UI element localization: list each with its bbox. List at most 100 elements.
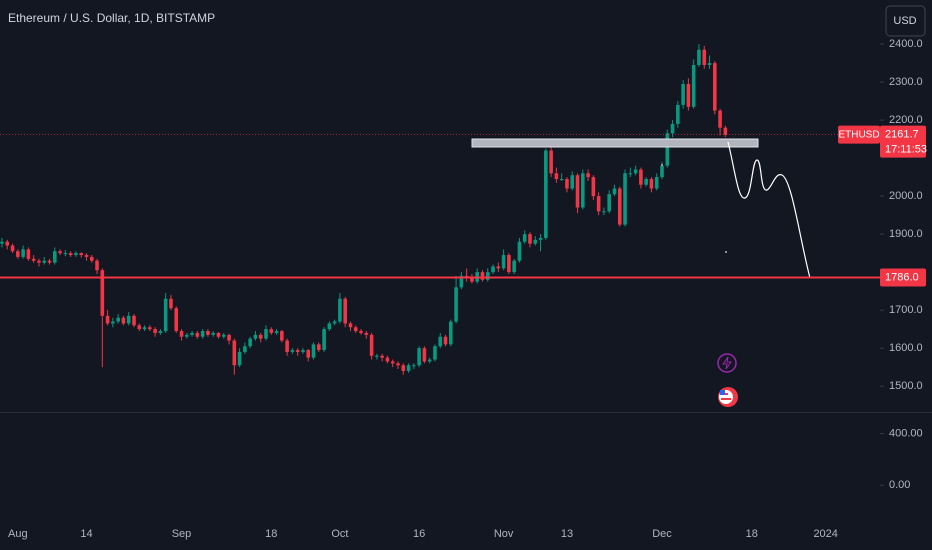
candle-body — [100, 270, 105, 316]
candle-body — [390, 361, 395, 364]
currency-button[interactable] — [885, 5, 926, 37]
candle-body — [353, 327, 358, 332]
candle-body — [243, 346, 247, 352]
candle-body — [227, 334, 231, 341]
candle-body — [617, 188, 622, 225]
candle-body — [84, 255, 89, 257]
y-tick-label: 1600.0 — [889, 342, 923, 354]
x-tick-label: Aug — [8, 528, 28, 540]
symbol-label: ETHUSD — [838, 129, 879, 140]
candle-body — [596, 196, 601, 212]
candle-body — [628, 173, 633, 175]
candle-body — [396, 363, 400, 366]
x-tick-label: 18 — [265, 528, 277, 540]
candle-body — [501, 255, 506, 269]
economic-event-icon[interactable] — [718, 387, 738, 407]
candle-body — [443, 336, 448, 345]
candle-body — [5, 241, 10, 246]
candle-body — [137, 325, 142, 330]
candle-body — [676, 104, 680, 124]
candle-body — [89, 256, 94, 261]
candle-body — [491, 266, 495, 273]
candle-body — [121, 317, 126, 324]
candle-body — [522, 234, 527, 242]
candle-body — [533, 239, 538, 244]
candle-body — [639, 169, 643, 185]
candle-body — [190, 332, 194, 335]
candle-body — [570, 175, 575, 189]
event-icon[interactable] — [717, 353, 737, 373]
candle-body — [311, 344, 316, 358]
candle-body — [116, 317, 120, 322]
candle-body — [158, 331, 163, 333]
candle-body — [111, 321, 115, 324]
candle-body — [280, 331, 284, 341]
candle-body — [691, 64, 696, 107]
candle-body — [581, 173, 585, 208]
candle-body — [200, 331, 205, 337]
candle-body — [10, 245, 15, 252]
currency-label: USD — [893, 15, 916, 27]
candle-body — [179, 331, 184, 337]
candle-body — [26, 249, 31, 259]
last-price-box — [880, 125, 926, 158]
candle-body — [142, 327, 147, 330]
y-tick-label: 1500.0 — [889, 380, 923, 392]
candle-body — [559, 179, 564, 181]
candle-body — [517, 241, 522, 261]
candle-body — [660, 165, 664, 178]
candle-body — [359, 331, 363, 333]
candle-body — [496, 266, 501, 269]
candle-body — [16, 251, 20, 257]
x-tick-label: Nov — [494, 528, 514, 540]
candle-body — [42, 260, 47, 263]
x-tick-label: Oct — [331, 528, 348, 540]
projection-drawing — [727, 141, 811, 279]
candle-body — [274, 331, 279, 333]
candle-body — [602, 211, 606, 213]
dot — [661, 164, 663, 166]
candle-body — [322, 329, 326, 351]
candle-body — [385, 357, 390, 362]
last-price-label: 2161.7 — [885, 129, 919, 141]
candle-body — [369, 334, 374, 356]
dot — [725, 251, 727, 253]
candle-body — [306, 350, 311, 358]
candle-body — [702, 49, 707, 65]
candle-body — [412, 365, 416, 367]
candle-body — [53, 251, 57, 263]
candle-body — [433, 346, 437, 360]
candle-body — [327, 323, 332, 330]
candle-body — [713, 63, 717, 111]
symbol-box — [838, 125, 880, 144]
candle-body — [364, 332, 369, 335]
candle-body — [438, 336, 443, 347]
x-tick-label: 18 — [746, 528, 758, 540]
candle-body — [237, 351, 242, 366]
candle-body — [607, 194, 611, 212]
candle-body — [148, 327, 152, 330]
candle-body — [285, 340, 289, 352]
candle-body — [507, 255, 511, 273]
candle-body — [718, 110, 722, 128]
candle-body — [480, 272, 485, 280]
x-tick-label: 14 — [80, 528, 92, 540]
candle-body — [21, 249, 25, 257]
candle-body — [575, 175, 580, 208]
candle-body — [58, 251, 62, 254]
candle-body — [554, 173, 559, 180]
candle-body — [485, 272, 490, 280]
candle-body — [348, 323, 353, 328]
candle-body — [670, 123, 675, 134]
candle-body — [47, 260, 52, 263]
x-tick-label: 13 — [561, 528, 573, 540]
candle-body — [549, 150, 553, 174]
candle-body — [195, 332, 200, 337]
candle-body — [211, 332, 215, 335]
y-tick-label: 2200.0 — [889, 114, 923, 126]
candle-body — [301, 350, 305, 352]
candle-body — [317, 344, 321, 351]
candle-body — [37, 260, 41, 263]
candle-body — [0, 241, 4, 244]
